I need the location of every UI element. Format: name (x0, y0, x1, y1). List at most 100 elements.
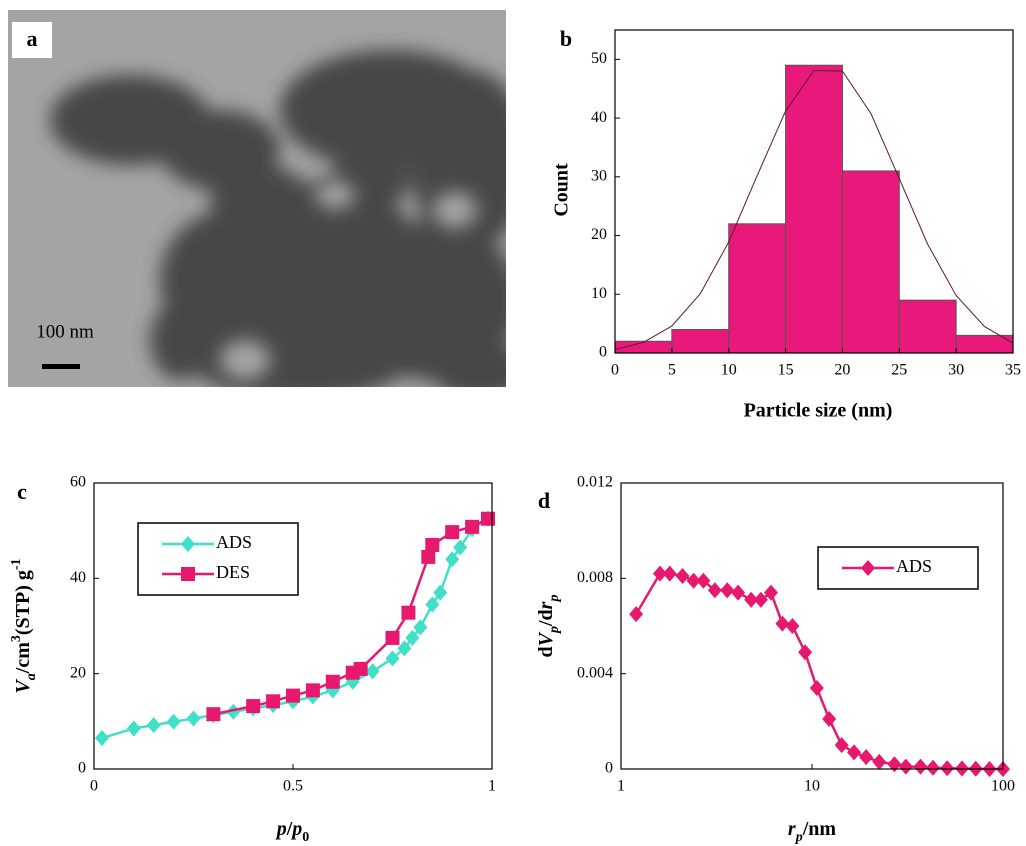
marker (425, 596, 440, 613)
y-tick-label: 10 (591, 285, 607, 302)
legend-label: ADS (896, 556, 932, 576)
marker (629, 606, 644, 623)
marker (763, 584, 778, 601)
label-part: 0 (302, 830, 309, 845)
x-tick-label: 15 (778, 362, 794, 379)
marker (822, 710, 837, 727)
marker (385, 650, 400, 667)
x-axis-label: p/p0 (275, 818, 310, 845)
label-part: /cm (12, 642, 34, 674)
marker (425, 537, 440, 552)
bar (728, 223, 787, 354)
y-tick-label: 20 (70, 664, 86, 681)
label-part: /d (535, 609, 557, 627)
series-line (635, 572, 1003, 771)
marker (798, 644, 813, 661)
marker (126, 720, 141, 737)
marker (453, 539, 468, 556)
fit-curve (614, 70, 1014, 350)
panel-label: a (27, 26, 38, 51)
y-tick-label: 30 (591, 167, 607, 184)
marker (226, 703, 241, 720)
marker (652, 565, 667, 582)
marker (809, 679, 824, 696)
y-tick-label: 60 (70, 474, 86, 491)
tem-image (8, 10, 506, 387)
marker (266, 694, 281, 709)
x-tick-label: 20 (834, 362, 850, 379)
marker (166, 713, 181, 730)
legend-label: DES (216, 562, 250, 582)
bar (785, 64, 843, 354)
label-part: 3 (9, 635, 24, 642)
panel-label: b (560, 26, 572, 51)
marker (481, 511, 496, 526)
y-axis-label: Va/cm3(STP) g-1 (9, 558, 39, 693)
x-tick-label: 1 (488, 778, 496, 795)
label-part: a (24, 673, 39, 680)
marker (744, 591, 759, 608)
marker (365, 663, 380, 680)
label-box (12, 22, 52, 58)
y-tick-label: 0.004 (577, 664, 613, 681)
y-tick-label: 40 (70, 569, 86, 586)
x-tick-label: 0 (611, 362, 619, 379)
marker (925, 759, 940, 776)
marker (861, 560, 875, 576)
y-tick-label: 0 (78, 760, 86, 777)
marker (859, 749, 874, 766)
marker (186, 710, 201, 727)
label-part: p (547, 595, 562, 603)
label-part: p (275, 818, 287, 840)
marker (246, 699, 261, 714)
marker (413, 619, 428, 636)
marker (181, 567, 195, 581)
marker (405, 629, 420, 646)
label-part: V (12, 679, 34, 694)
y-axis-label: Count (551, 163, 573, 217)
y-axis-label: dVp/drp (535, 595, 562, 658)
marker (94, 730, 109, 747)
marker (421, 549, 436, 564)
y-tick-label: 40 (591, 109, 607, 126)
y-tick-label: 50 (591, 50, 607, 67)
label-part: d (535, 646, 557, 657)
y-tick-label: 20 (591, 226, 607, 243)
marker (686, 572, 701, 589)
label-part: p (795, 830, 803, 845)
x-tick-label: 100 (991, 778, 1015, 795)
label-box (544, 22, 586, 58)
bar (671, 329, 730, 354)
marker (305, 683, 320, 698)
marker (940, 760, 955, 777)
label-part: r (788, 818, 796, 840)
marker (206, 707, 221, 722)
marker (662, 565, 677, 582)
marker (445, 525, 460, 540)
y-tick-label: 0 (599, 344, 607, 361)
bar (841, 170, 900, 354)
x-tick-label: 10 (804, 778, 820, 795)
marker (146, 717, 161, 734)
marker (465, 519, 480, 534)
x-tick-label: 5 (668, 362, 676, 379)
axes-frame (620, 482, 1004, 770)
marker (696, 572, 711, 589)
marker (385, 630, 400, 645)
marker (785, 618, 800, 634)
marker (872, 753, 887, 770)
marker (181, 536, 195, 552)
legend-box (137, 522, 299, 596)
x-tick-label: 0.5 (283, 778, 303, 795)
panel-label: c (17, 479, 27, 504)
y-tick-label: 0.012 (577, 474, 613, 491)
marker (707, 582, 722, 599)
marker (675, 567, 690, 584)
axes-frame (614, 29, 1014, 354)
marker (913, 758, 928, 775)
marker (753, 591, 768, 608)
label-part: p (290, 818, 302, 840)
marker (731, 584, 746, 601)
marker (847, 744, 862, 761)
